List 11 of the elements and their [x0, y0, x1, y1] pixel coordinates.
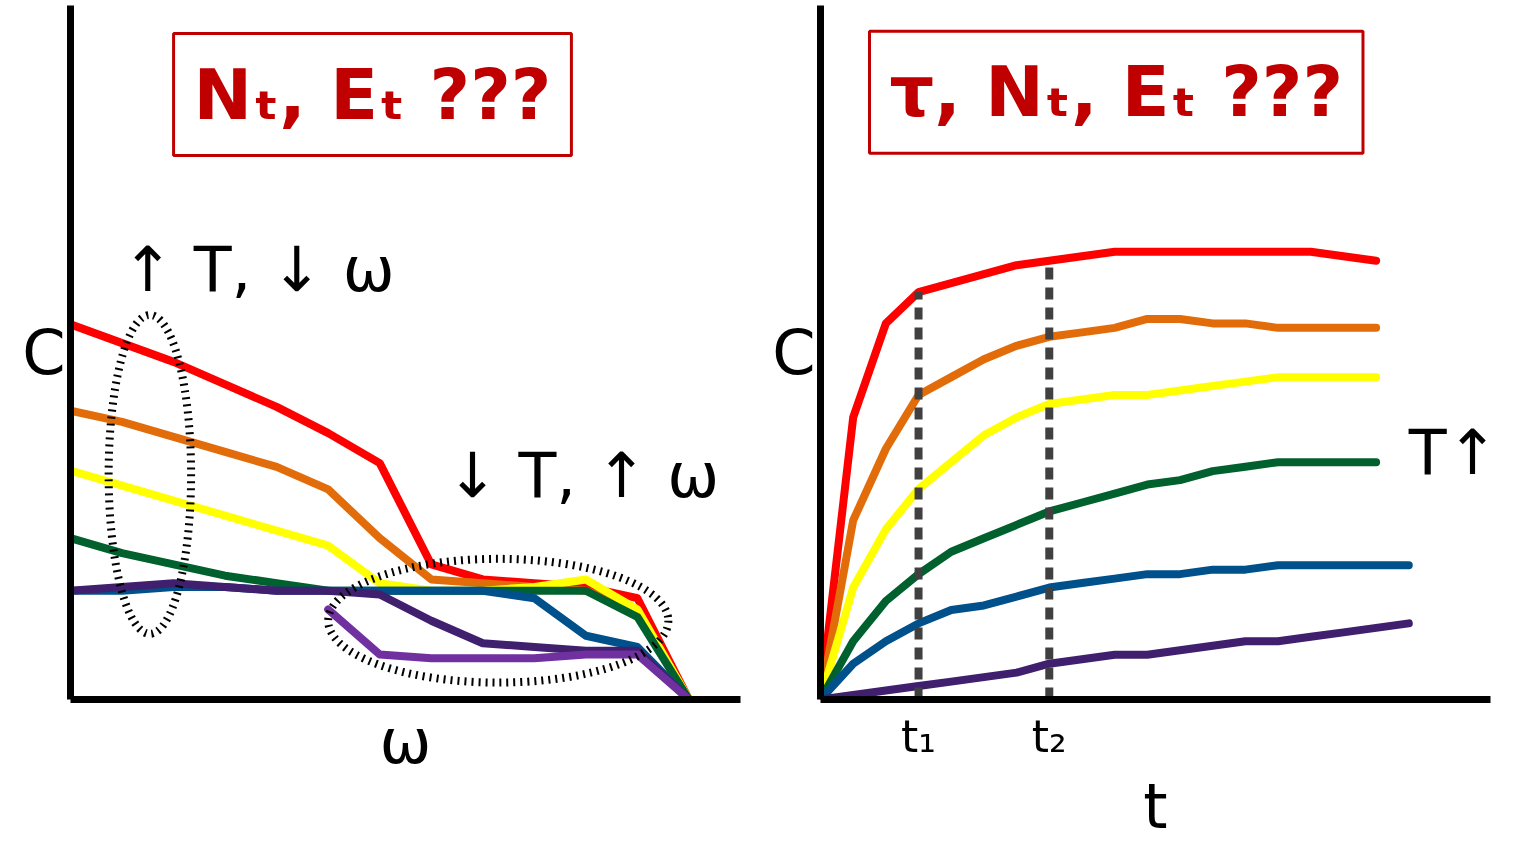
- y-axis-title: C: [22, 316, 66, 389]
- x-axis-title: t: [1143, 769, 1168, 843]
- x-tick-label: t₂: [1031, 710, 1067, 762]
- x-tick-label: t₁: [901, 710, 936, 762]
- annotation: ↓ T, ↑ ω: [446, 438, 720, 512]
- text: ↑ T, ↓ ω: [122, 232, 395, 306]
- x-axis-title: ω: [379, 704, 432, 778]
- chart-title: τ, Nₜ, Eₜ ???: [889, 51, 1343, 134]
- chart-title: Nₜ, Eₜ ???: [193, 53, 552, 136]
- y-axis-title: C: [772, 316, 816, 389]
- annotation: T↑: [1407, 416, 1499, 490]
